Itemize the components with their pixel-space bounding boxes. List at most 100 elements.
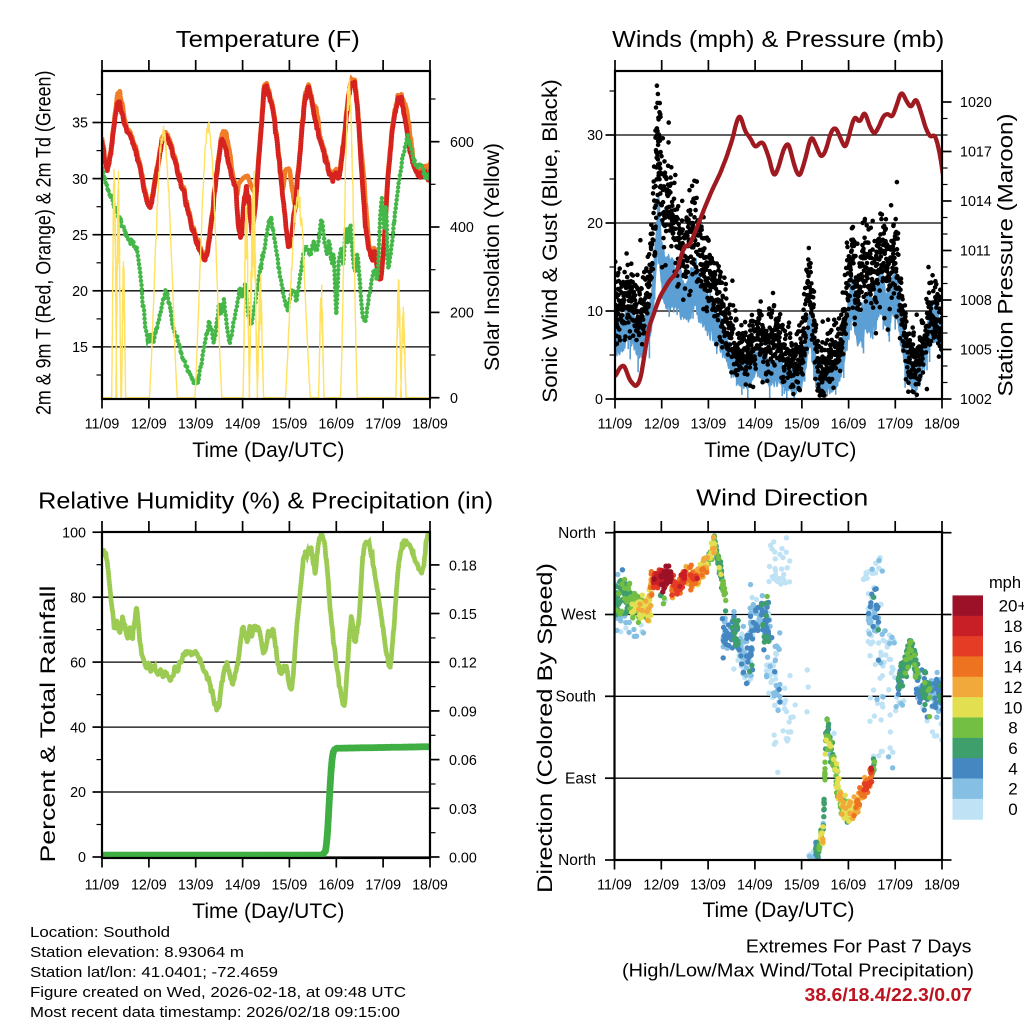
svg-text:Direction (Colored By Speed): Direction (Colored By Speed) xyxy=(534,563,557,893)
svg-text:Time (Day/UTC): Time (Day/UTC) xyxy=(704,439,856,462)
svg-text:14/09: 14/09 xyxy=(225,417,261,433)
svg-text:(High/Low/Max Wind/Total Preci: (High/Low/Max Wind/Total Precipitation) xyxy=(622,960,974,980)
svg-text:Most recent data timestamp: 20: Most recent data timestamp: 2026/02/18 0… xyxy=(30,1005,400,1021)
svg-text:Solar Insolation (Yellow): Solar Insolation (Yellow) xyxy=(481,143,504,371)
svg-text:Relative Humidity (%) & Precip: Relative Humidity (%) & Precipitation (i… xyxy=(38,488,493,514)
svg-text:Time (Day/UTC): Time (Day/UTC) xyxy=(192,900,344,923)
svg-text:Time (Day/UTC): Time (Day/UTC) xyxy=(192,439,344,462)
svg-text:0.00: 0.00 xyxy=(449,851,477,867)
svg-text:60: 60 xyxy=(70,655,86,671)
svg-text:11/09: 11/09 xyxy=(597,878,632,894)
svg-text:0.12: 0.12 xyxy=(449,656,477,672)
svg-text:2m & 9m T (Red, Orange) & 2m T: 2m & 9m T (Red, Orange) & 2m Td (Green) xyxy=(33,71,56,416)
svg-text:80: 80 xyxy=(70,590,86,606)
svg-text:16/09: 16/09 xyxy=(318,417,354,433)
svg-text:15: 15 xyxy=(72,340,88,356)
svg-text:600: 600 xyxy=(450,135,474,151)
svg-text:17/09: 17/09 xyxy=(877,878,913,894)
svg-text:8: 8 xyxy=(1008,719,1017,738)
svg-text:38.6/18.4/22.3/0.07: 38.6/18.4/22.3/0.07 xyxy=(805,985,973,1005)
svg-text:Percent & Total Rainfall: Percent & Total Rainfall xyxy=(37,586,60,863)
svg-text:12: 12 xyxy=(1004,678,1023,697)
svg-text:0.06: 0.06 xyxy=(449,753,477,769)
svg-text:1005: 1005 xyxy=(960,343,992,359)
svg-text:Station Pressure (Maroon): Station Pressure (Maroon) xyxy=(995,114,1018,397)
svg-text:12/09: 12/09 xyxy=(643,878,679,894)
svg-text:14/09: 14/09 xyxy=(225,878,261,894)
svg-text:1008: 1008 xyxy=(960,293,992,309)
svg-text:17/09: 17/09 xyxy=(365,417,401,433)
svg-text:0: 0 xyxy=(1008,800,1017,819)
svg-text:mph: mph xyxy=(989,574,1021,592)
svg-text:Winds (mph) & Pressure (mb): Winds (mph) & Pressure (mb) xyxy=(612,26,944,52)
svg-text:30: 30 xyxy=(72,172,88,188)
svg-text:15/09: 15/09 xyxy=(272,878,308,894)
svg-text:14: 14 xyxy=(1004,658,1023,677)
svg-text:South: South xyxy=(555,689,596,706)
svg-text:Station elevation: 8.93064 m: Station elevation: 8.93064 m xyxy=(30,945,244,961)
svg-text:13/09: 13/09 xyxy=(690,878,726,894)
svg-text:12/09: 12/09 xyxy=(131,878,167,894)
svg-text:North: North xyxy=(558,852,596,869)
svg-text:10: 10 xyxy=(1004,698,1023,717)
svg-text:0.15: 0.15 xyxy=(449,607,477,623)
svg-text:0.03: 0.03 xyxy=(449,802,477,818)
svg-text:Location: Southold: Location: Southold xyxy=(30,925,170,941)
svg-text:11/09: 11/09 xyxy=(85,417,120,433)
svg-text:Temperature (F): Temperature (F) xyxy=(176,26,360,52)
svg-text:40: 40 xyxy=(70,720,86,736)
svg-text:17/09: 17/09 xyxy=(365,878,401,894)
svg-text:2: 2 xyxy=(1008,780,1017,799)
svg-text:12/09: 12/09 xyxy=(131,417,167,433)
svg-text:Time (Day/UTC): Time (Day/UTC) xyxy=(702,899,854,922)
svg-text:15/09: 15/09 xyxy=(784,878,820,894)
svg-text:16/09: 16/09 xyxy=(318,878,354,894)
svg-text:20: 20 xyxy=(72,284,88,300)
svg-text:15/09: 15/09 xyxy=(272,417,308,433)
svg-text:35: 35 xyxy=(72,116,88,132)
svg-text:4: 4 xyxy=(1008,759,1017,778)
svg-text:18/09: 18/09 xyxy=(412,417,448,433)
svg-text:East: East xyxy=(565,770,597,787)
svg-text:0: 0 xyxy=(595,392,603,408)
svg-text:0: 0 xyxy=(450,391,458,407)
svg-text:13/09: 13/09 xyxy=(178,417,214,433)
svg-text:North: North xyxy=(558,525,596,542)
svg-text:20: 20 xyxy=(70,785,86,801)
svg-text:Extremes For Past 7 Days: Extremes For Past 7 Days xyxy=(746,936,972,956)
svg-text:1020: 1020 xyxy=(960,95,992,111)
svg-text:100: 100 xyxy=(62,525,86,541)
svg-text:1014: 1014 xyxy=(960,194,992,210)
svg-text:10: 10 xyxy=(587,304,603,320)
svg-text:18/09: 18/09 xyxy=(924,417,960,433)
svg-text:18/09: 18/09 xyxy=(924,878,960,894)
svg-text:11/09: 11/09 xyxy=(598,417,633,433)
svg-text:13/09: 13/09 xyxy=(691,417,727,433)
svg-text:20+: 20+ xyxy=(999,597,1024,616)
svg-text:25: 25 xyxy=(72,228,88,244)
svg-text:Sonic Wind & Gust (Blue, Black: Sonic Wind & Gust (Blue, Black) xyxy=(539,79,562,403)
svg-text:17/09: 17/09 xyxy=(877,417,913,433)
svg-text:Wind Direction: Wind Direction xyxy=(696,485,868,511)
svg-text:12/09: 12/09 xyxy=(644,417,680,433)
svg-text:15/09: 15/09 xyxy=(784,417,820,433)
svg-text:200: 200 xyxy=(450,306,474,322)
svg-text:18: 18 xyxy=(1004,617,1023,636)
svg-text:Figure created on Wed, 2026-02: Figure created on Wed, 2026-02-18, at 09… xyxy=(30,985,406,1001)
svg-text:30: 30 xyxy=(587,128,603,144)
svg-text:16: 16 xyxy=(1004,637,1023,656)
svg-text:6: 6 xyxy=(1008,739,1017,758)
svg-text:400: 400 xyxy=(450,220,474,236)
svg-text:1011: 1011 xyxy=(960,244,991,260)
svg-text:14/09: 14/09 xyxy=(737,417,773,433)
svg-text:14/09: 14/09 xyxy=(737,878,773,894)
svg-text:West: West xyxy=(561,607,597,624)
svg-text:11/09: 11/09 xyxy=(85,878,120,894)
svg-text:Station lat/lon: 41.0401; -72.: Station lat/lon: 41.0401; -72.4659 xyxy=(30,965,278,981)
svg-text:13/09: 13/09 xyxy=(178,878,214,894)
svg-text:16/09: 16/09 xyxy=(831,878,867,894)
svg-text:1002: 1002 xyxy=(960,392,992,408)
svg-text:0.09: 0.09 xyxy=(449,704,477,720)
svg-text:18/09: 18/09 xyxy=(412,878,448,894)
svg-text:0: 0 xyxy=(78,850,86,866)
